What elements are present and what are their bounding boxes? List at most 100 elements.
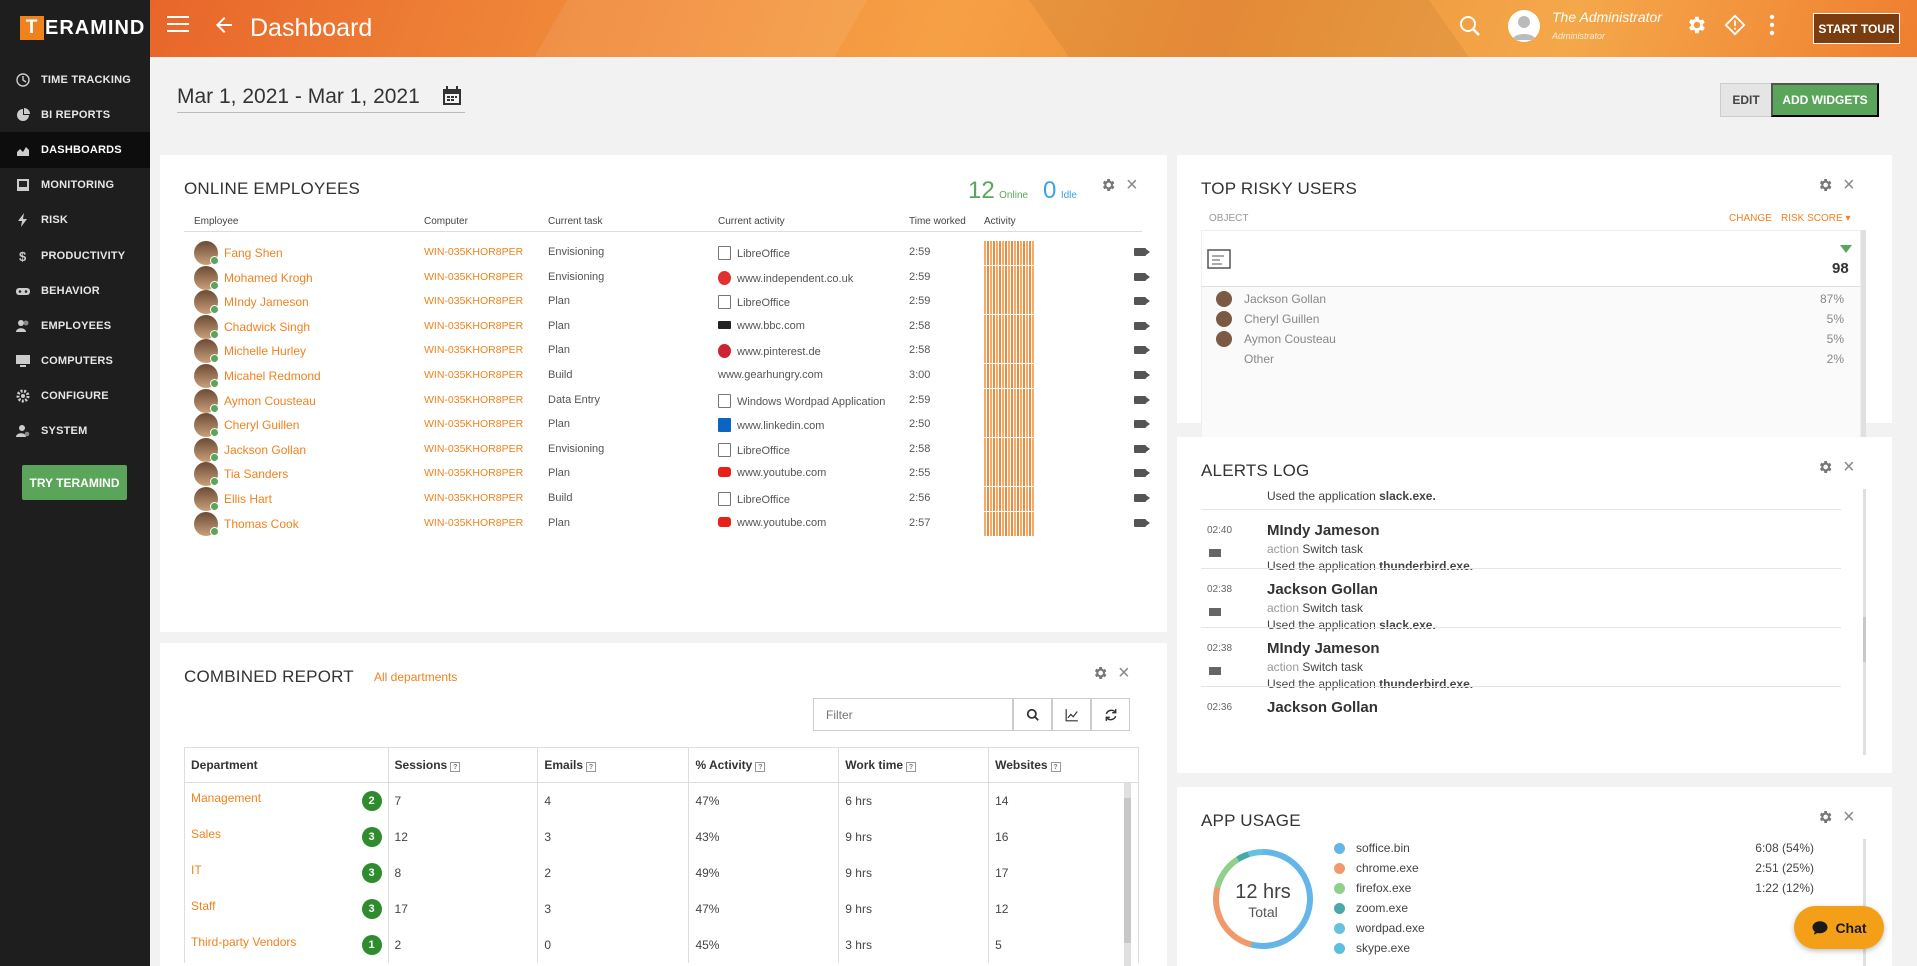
filter-input[interactable]: [813, 698, 1013, 731]
emails-cell[interactable]: 4: [537, 782, 690, 819]
computer-name[interactable]: WIN-035KHOR8PER: [424, 369, 524, 381]
refresh-button[interactable]: [1091, 698, 1130, 731]
video-camera-icon[interactable]: [1134, 297, 1150, 306]
employee-name[interactable]: Fang Shen: [224, 246, 283, 260]
sidebar-item-dashboards[interactable]: DASHBOARDS: [0, 132, 150, 168]
chat-button[interactable]: Chat: [1794, 906, 1884, 949]
video-camera-icon[interactable]: [1134, 494, 1150, 502]
computer-name[interactable]: WIN-035KHOR8PER: [424, 442, 524, 455]
scrollbar[interactable]: [1863, 839, 1866, 966]
table-row[interactable]: Jackson Gollan WIN-035KHOR8PER Envisioning…: [184, 434, 1150, 464]
close-icon[interactable]: ×: [1843, 806, 1855, 828]
col-change[interactable]: CHANGE: [1729, 213, 1772, 224]
table-row[interactable]: Third-party Vendors 1 2 0 45% 3 hrs 5: [184, 926, 1139, 963]
sidebar-item-monitoring[interactable]: MONITORING: [0, 168, 150, 203]
emails-cell[interactable]: 3: [537, 818, 690, 855]
table-row[interactable]: Chadwick Singh WIN-035KHOR8PER Plan www.bbc…: [184, 311, 1150, 341]
emails-cell[interactable]: 3: [537, 890, 690, 927]
help-icon[interactable]: ?: [1050, 762, 1061, 772]
table-row[interactable]: IT 3 8 2 49% 9 hrs 17: [184, 854, 1139, 891]
emails-cell[interactable]: 2: [537, 854, 690, 891]
scroll-thumb[interactable]: [1124, 798, 1131, 943]
computer-name[interactable]: WIN-035KHOR8PER: [424, 492, 524, 504]
employee-name[interactable]: Ellis Hart: [224, 492, 273, 506]
table-row[interactable]: Sales 3 12 3 43% 9 hrs 16: [184, 818, 1139, 855]
search-icon[interactable]: [1458, 14, 1482, 43]
sidebar-item-configure[interactable]: CONFIGURE: [0, 379, 150, 414]
start-tour-button[interactable]: START TOUR: [1813, 13, 1900, 44]
help-icon[interactable]: ?: [906, 762, 917, 772]
computer-name[interactable]: WIN-035KHOR8PER: [424, 344, 524, 357]
department-cell[interactable]: Management 2: [184, 782, 389, 819]
video-camera-icon[interactable]: [1134, 395, 1150, 404]
websites-cell[interactable]: 17: [988, 854, 1139, 891]
legend-item[interactable]: wordpad.exe: [1334, 919, 1814, 939]
avatar[interactable]: [1508, 10, 1540, 42]
list-item[interactable]: Aymon Cousteau 5%: [1202, 329, 1860, 349]
websites-cell[interactable]: 16: [988, 818, 1139, 855]
department-cell[interactable]: Staff 3: [184, 890, 389, 927]
computer-name[interactable]: WIN-035KHOR8PER: [424, 393, 524, 406]
gear-icon[interactable]: [1817, 177, 1833, 198]
employee-name[interactable]: Aymon Cousteau: [224, 393, 316, 408]
chart-button[interactable]: [1052, 698, 1091, 731]
employee-name[interactable]: Thomas Cook: [224, 516, 299, 531]
video-camera-icon[interactable]: [1134, 248, 1150, 256]
edit-button[interactable]: EDIT: [1720, 83, 1772, 117]
col-department[interactable]: Department: [184, 747, 389, 783]
legend-item[interactable]: skype.exe: [1334, 939, 1814, 959]
alert-icon[interactable]: [1724, 14, 1746, 41]
table-row[interactable]: Cheryl Guillen WIN-035KHOR8PER Plan www.lin…: [184, 409, 1150, 439]
department-cell[interactable]: IT 3: [184, 854, 389, 891]
sidebar-item-behavior[interactable]: BEHAVIOR: [0, 273, 150, 308]
col-work-time[interactable]: Work time?: [838, 747, 990, 783]
table-row[interactable]: Tia Sanders WIN-035KHOR8PER Plan www.youtub…: [184, 458, 1150, 488]
col-sessions[interactable]: Sessions?: [387, 747, 539, 783]
employee-name[interactable]: Mohamed Krogh: [224, 270, 313, 285]
col-task[interactable]: Current task: [548, 216, 603, 227]
close-icon[interactable]: ×: [1843, 174, 1855, 196]
sidebar-item-time-tracking[interactable]: TIME TRACKING: [0, 62, 150, 97]
table-row[interactable]: MIndy Jameson WIN-035KHOR8PER Plan LibreOff…: [184, 286, 1150, 316]
try-teramind-button[interactable]: TRY TERAMIND: [22, 465, 127, 500]
table-row[interactable]: Aymon Cousteau WIN-035KHOR8PER Data Entry W…: [184, 385, 1150, 415]
table-row[interactable]: Staff 3 17 3 47% 9 hrs 12: [184, 890, 1139, 927]
list-item[interactable]: Cheryl Guillen 5%: [1202, 309, 1860, 329]
computer-name[interactable]: WIN-035KHOR8PER: [424, 246, 524, 258]
more-options-icon[interactable]: [1767, 14, 1777, 41]
employee-name[interactable]: Micahel Redmond: [224, 369, 321, 383]
list-item[interactable]: Jackson Gollan 87%: [1202, 289, 1860, 309]
scroll-thumb[interactable]: [1863, 617, 1866, 662]
departments-link[interactable]: All departments: [374, 670, 458, 684]
risk-object-row[interactable]: 98: [1202, 231, 1860, 287]
video-camera-icon[interactable]: [1134, 444, 1150, 453]
col-risk-score[interactable]: RISK SCORE ▾: [1781, 213, 1851, 224]
table-row[interactable]: Fang Shen WIN-035KHOR8PER Envisioning Libre…: [184, 237, 1150, 267]
col-emails[interactable]: Emails?: [537, 747, 690, 783]
computer-name[interactable]: WIN-035KHOR8PER: [424, 418, 524, 431]
emails-cell[interactable]: 0: [537, 926, 690, 963]
video-camera-icon[interactable]: [1134, 346, 1150, 355]
video-camera-icon[interactable]: [1209, 667, 1221, 675]
table-row[interactable]: Michelle Hurley WIN-035KHOR8PER Plan www.pi…: [184, 335, 1150, 365]
video-camera-icon[interactable]: [1209, 549, 1221, 557]
close-icon[interactable]: ×: [1843, 456, 1855, 478]
list-item[interactable]: Other 2%: [1202, 349, 1860, 369]
legend-item[interactable]: soffice.bin 6:08 (54%): [1334, 839, 1814, 859]
col-employee[interactable]: Employee: [194, 216, 239, 227]
employee-name[interactable]: Tia Sanders: [224, 467, 289, 482]
search-button[interactable]: [1013, 698, 1052, 731]
help-icon[interactable]: ?: [450, 762, 461, 772]
col-time[interactable]: Time worked: [909, 216, 966, 227]
col-activity[interactable]: Current activity: [718, 216, 785, 227]
table-row[interactable]: Ellis Hart WIN-035KHOR8PER Build LibreOffic…: [184, 483, 1150, 513]
close-icon[interactable]: ×: [1126, 174, 1138, 196]
back-arrow-icon[interactable]: [212, 13, 236, 44]
alert-user[interactable]: MIndy Jameson: [1267, 640, 1380, 657]
scrollbar[interactable]: [1861, 230, 1866, 442]
table-row[interactable]: Mohamed Krogh WIN-035KHOR8PER Envisioning w…: [184, 262, 1150, 292]
video-camera-icon[interactable]: [1134, 420, 1150, 429]
video-camera-icon[interactable]: [1134, 469, 1150, 478]
col-computer[interactable]: Computer: [424, 216, 468, 227]
employee-name[interactable]: Chadwick Singh: [224, 319, 311, 334]
